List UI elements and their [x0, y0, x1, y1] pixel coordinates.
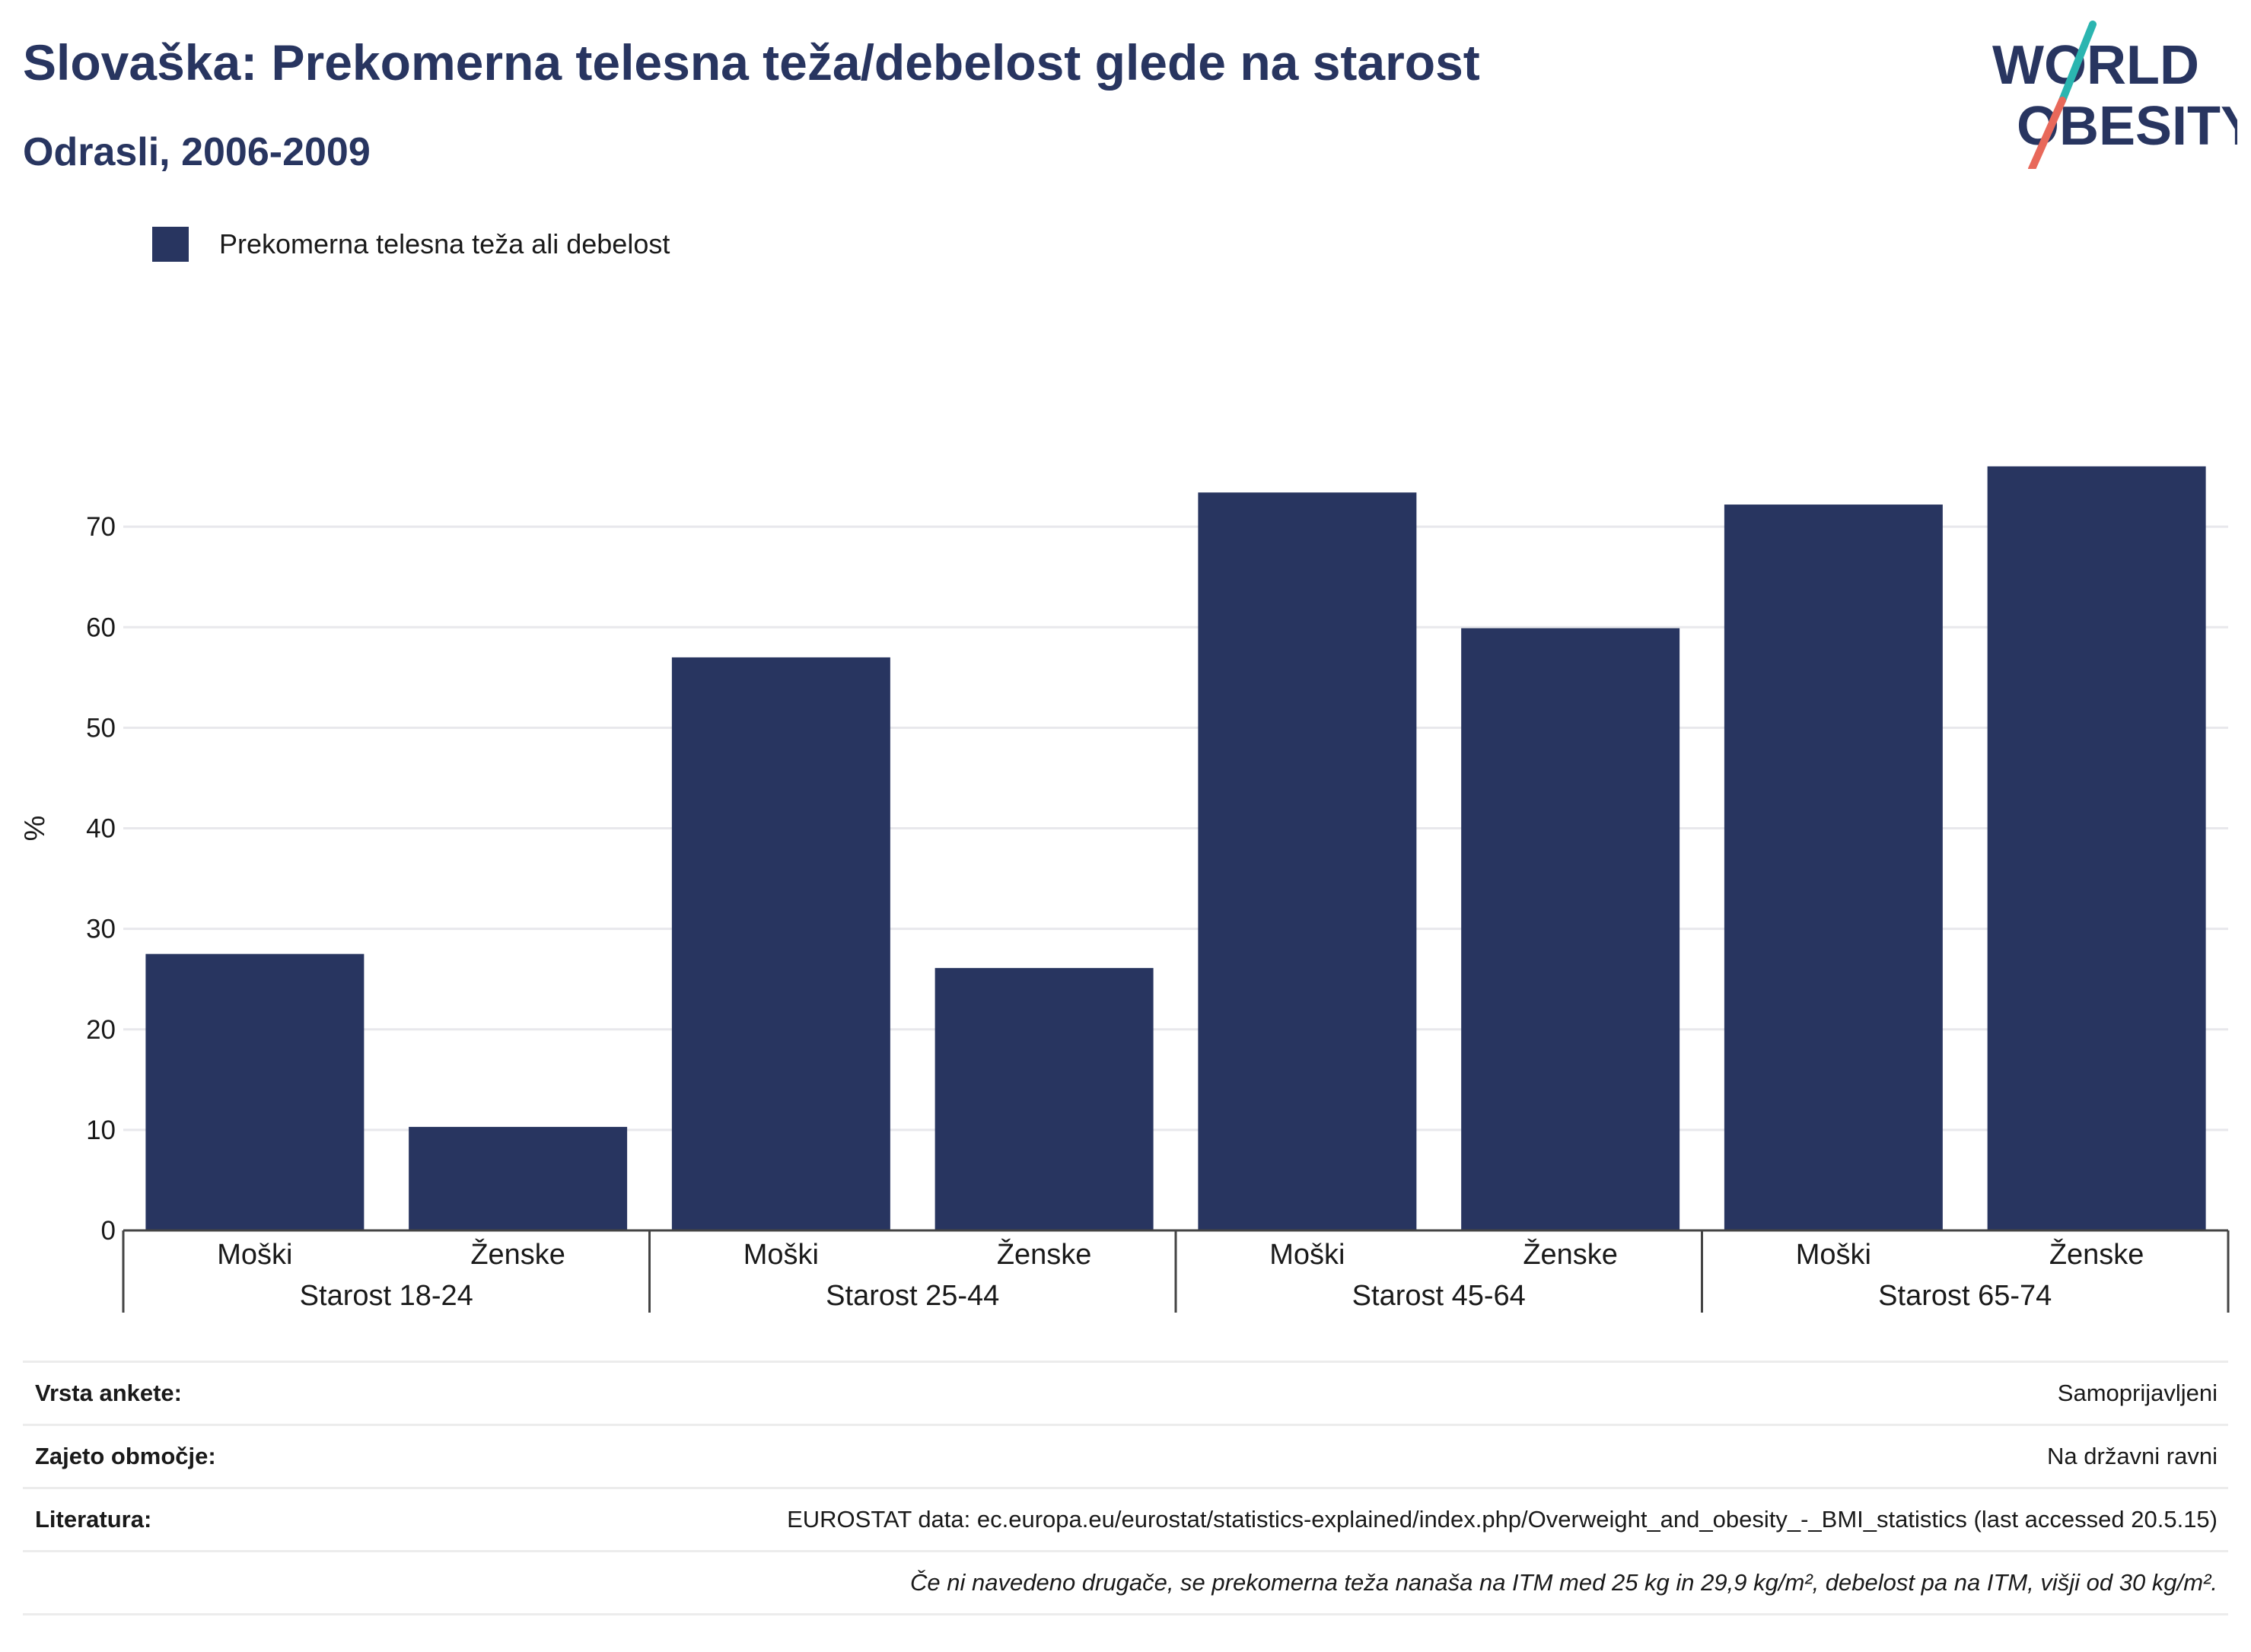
bar: [1724, 505, 1943, 1230]
world-obesity-logo: WORLD OBESITY: [1992, 21, 2237, 169]
x-tick-label: Ženske: [2049, 1238, 2144, 1271]
logo-slash-top: [2058, 21, 2097, 104]
meta-value: Samoprijavljeni: [2057, 1380, 2218, 1406]
meta-row-references: Literatura: EUROSTAT data: ec.europa.eu/…: [23, 1489, 2228, 1552]
meta-row-coverage: Zajeto območje: Na državni ravni: [23, 1426, 2228, 1489]
bar-chart: 0 10 20 30 40 50 60 70% Moški Ženske Moški Ženske Mo…: [19, 466, 2230, 1313]
y-axis-label: %: [19, 816, 51, 842]
x-tick-label: Ženske: [1523, 1238, 1618, 1271]
meta-value: EUROSTAT data: ec.europa.eu/eurostat/sta…: [787, 1506, 2218, 1533]
x-tick-label: Moški: [1269, 1239, 1345, 1271]
y-tick-label: 60: [86, 613, 116, 642]
legend-swatch: [152, 227, 189, 262]
x-group-label: Starost 65-74: [1878, 1280, 2052, 1312]
y-tick-label: 20: [86, 1015, 116, 1045]
x-tick-label: Moški: [1796, 1239, 1871, 1271]
bar: [934, 968, 1154, 1230]
logo-slash-bottom: [2028, 97, 2066, 169]
y-tick-label: 10: [86, 1116, 116, 1145]
bar: [409, 1126, 628, 1230]
bar: [1198, 492, 1417, 1230]
meta-row-note: Če ni navedeno drugače, se prekomerna te…: [23, 1552, 2228, 1615]
x-tick-label: Moški: [743, 1239, 819, 1271]
bar: [1987, 466, 2206, 1230]
x-group-label: Starost 45-64: [1352, 1280, 1526, 1312]
meta-value: Na državni ravni: [2047, 1443, 2218, 1469]
legend-label: Prekomerna telesna teža ali debelost: [219, 228, 670, 259]
meta-row-survey-type: Vrsta ankete: Samoprijavljeni: [23, 1363, 2228, 1426]
x-tick-label: Ženske: [470, 1238, 565, 1271]
chart-subtitle: Odrasli, 2006-2009: [23, 130, 371, 174]
meta-label: Zajeto območje:: [35, 1443, 216, 1469]
y-tick-label: 70: [86, 512, 116, 542]
x-group-label: Starost 18-24: [300, 1280, 473, 1312]
y-tick-label: 40: [86, 814, 116, 844]
bar: [671, 657, 890, 1230]
metadata-table: Vrsta ankete: Samoprijavljeni Zajeto obm…: [23, 1361, 2228, 1615]
y-tick-label: 50: [86, 713, 116, 743]
logo-line1: WORLD: [1992, 35, 2199, 96]
y-tick-label: 0: [101, 1216, 116, 1246]
x-group-label: Starost 25-44: [826, 1280, 999, 1312]
y-tick-label: 30: [86, 915, 116, 944]
bar: [145, 953, 365, 1230]
meta-label: Vrsta ankete:: [35, 1380, 182, 1406]
x-tick-label: Moški: [217, 1239, 292, 1271]
chart-legend: Prekomerna telesna teža ali debelost: [152, 227, 670, 262]
definition-note: Če ni navedeno drugače, se prekomerna te…: [910, 1569, 2218, 1596]
chart-title: Slovaška: Prekomerna telesna teža/debelo…: [23, 34, 1480, 91]
bar: [1461, 628, 1680, 1230]
meta-label: Literatura:: [35, 1506, 152, 1533]
x-tick-label: Ženske: [997, 1238, 1092, 1271]
